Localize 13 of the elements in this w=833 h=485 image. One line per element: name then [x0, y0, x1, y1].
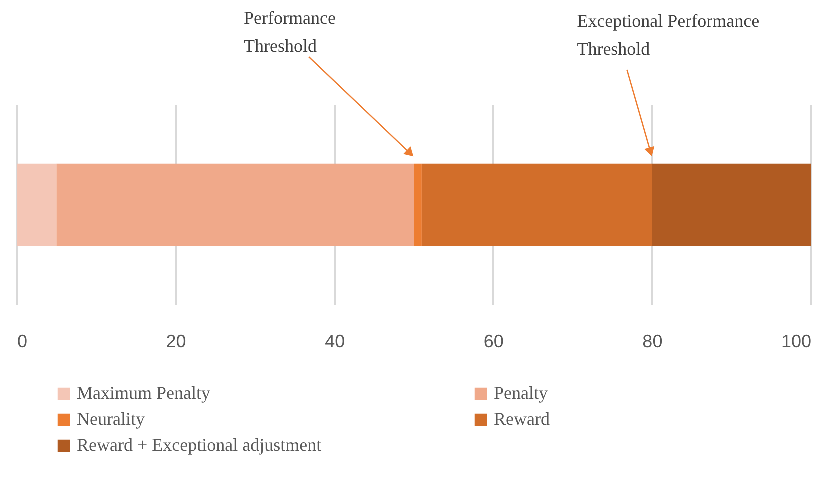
x-tick-label: 60: [484, 332, 504, 352]
legend-label: Reward + Exceptional adjustment: [77, 435, 322, 455]
legend-label: Penalty: [494, 383, 548, 403]
x-tick-label: 40: [325, 332, 346, 352]
text: Exceptional Performance Threshold: [577, 11, 760, 59]
legend-label: Maximum Penalty: [77, 383, 210, 403]
x-tick-label: 20: [166, 332, 186, 352]
legend-label: Reward: [494, 409, 550, 429]
x-tick-label: 100: [781, 332, 812, 352]
x-tick-label: 0: [18, 332, 28, 352]
text: Performance Threshold: [244, 8, 336, 56]
legend-label: Neurality: [77, 409, 145, 429]
x-tick-label: 80: [642, 332, 663, 352]
